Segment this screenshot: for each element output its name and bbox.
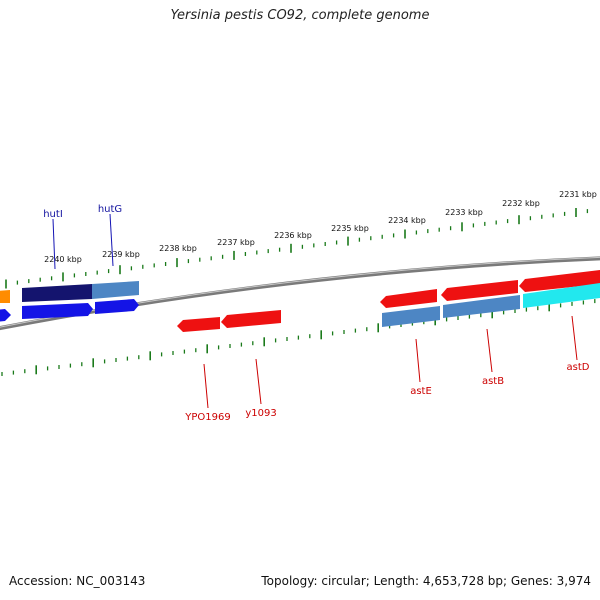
gene-arrow-YPO1969[interactable] (177, 317, 220, 332)
leader-line (52, 218, 56, 270)
scale-label: 2233 kbp (445, 208, 483, 217)
gene-labels-bottom: YPO1969 y1093 astE astB astD (184, 315, 590, 423)
map-title: Yersinia pestis CO92, complete genome (170, 8, 430, 23)
scale-label: 2231 kbp (559, 190, 597, 199)
leader-line (486, 328, 493, 373)
leader-line (203, 363, 209, 409)
gene-label-hutI[interactable]: hutI (43, 209, 63, 220)
scale-labels: 2231 kbp 2232 kbp 2233 kbp 2234 kbp 2235… (44, 190, 597, 264)
scale-label: 2237 kbp (217, 238, 255, 247)
gene-arrow-blue-left[interactable] (0, 309, 11, 322)
scale-label: 2240 kbp (44, 255, 82, 264)
gene-label-YPO1969[interactable]: YPO1969 (184, 412, 230, 423)
leader-line (109, 213, 114, 267)
gene-arrow-astE-top[interactable] (380, 289, 437, 308)
scale-ticks-outer (5, 208, 589, 289)
gene-track-inner (0, 283, 600, 332)
gene-track-outer-forward (0, 270, 600, 308)
gene-label-astB[interactable]: astB (482, 376, 504, 387)
gene-arrow-hutI[interactable] (22, 284, 92, 302)
gene-arrow-astD[interactable] (523, 283, 600, 308)
leader-line (255, 358, 262, 405)
gene-arrow-hutG[interactable] (92, 281, 139, 299)
gene-label-hutG[interactable]: hutG (98, 204, 122, 215)
scale-label: 2238 kbp (159, 244, 197, 253)
gene-arrow-blue-hutI[interactable] (22, 303, 93, 319)
scale-label: 2236 kbp (274, 231, 312, 240)
genome-summary-text: Topology: circular; Length: 4,653,728 bp… (261, 574, 591, 588)
scale-label: 2234 kbp (388, 216, 426, 225)
gene-label-astE[interactable]: astE (410, 386, 432, 397)
leader-line (415, 338, 421, 383)
gene-arrow-astE[interactable] (382, 306, 440, 327)
accession-text: Accession: NC_003143 (9, 574, 146, 588)
gene-arrow-astB[interactable] (443, 295, 520, 318)
scale-ticks-inner (1, 299, 596, 376)
gene-label-y1093[interactable]: y1093 (245, 408, 276, 419)
gene-arrow-astD-top[interactable] (519, 270, 600, 292)
gene-arrow-orange[interactable] (0, 290, 10, 303)
gene-arrow-y1093[interactable] (221, 310, 281, 328)
scale-label: 2235 kbp (331, 224, 369, 233)
gene-label-astD[interactable]: astD (567, 362, 590, 373)
scale-label: 2239 kbp (102, 250, 140, 259)
gene-arrow-astB-top[interactable] (441, 280, 518, 301)
gene-labels-top: hutI hutG (43, 204, 122, 270)
gene-arrow-blue-hutG[interactable] (95, 299, 139, 314)
scale-label: 2232 kbp (502, 199, 540, 208)
leader-line (571, 315, 578, 361)
